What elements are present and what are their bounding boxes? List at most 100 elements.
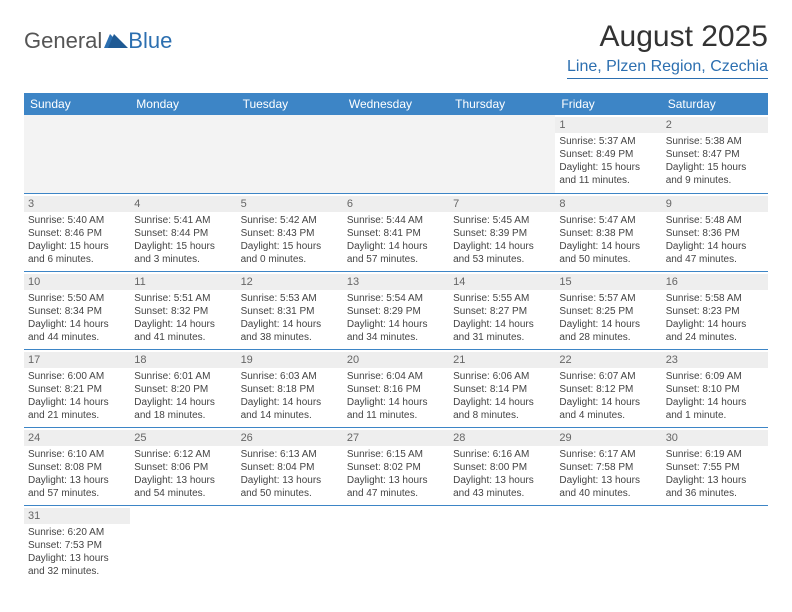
- calendar-cell: [555, 505, 661, 583]
- sunrise-text: Sunrise: 5:55 AM: [453, 292, 551, 305]
- daylight-text: Daylight: 15 hours and 3 minutes.: [134, 240, 232, 266]
- calendar-cell: 19Sunrise: 6:03 AMSunset: 8:18 PMDayligh…: [237, 349, 343, 427]
- sunset-text: Sunset: 8:12 PM: [559, 383, 657, 396]
- day-number: 7: [449, 196, 555, 212]
- day-number: 3: [24, 196, 130, 212]
- day-number: 21: [449, 352, 555, 368]
- day-number: 18: [130, 352, 236, 368]
- calendar-week-row: 17Sunrise: 6:00 AMSunset: 8:21 PMDayligh…: [24, 349, 768, 427]
- daylight-text: Daylight: 13 hours and 57 minutes.: [28, 474, 126, 500]
- sunset-text: Sunset: 8:38 PM: [559, 227, 657, 240]
- sunrise-text: Sunrise: 5:54 AM: [347, 292, 445, 305]
- calendar-cell: 31Sunrise: 6:20 AMSunset: 7:53 PMDayligh…: [24, 505, 130, 583]
- daylight-text: Daylight: 13 hours and 54 minutes.: [134, 474, 232, 500]
- daylight-text: Daylight: 14 hours and 8 minutes.: [453, 396, 551, 422]
- sunrise-text: Sunrise: 5:38 AM: [666, 135, 764, 148]
- calendar-cell: [130, 115, 236, 193]
- calendar-cell: 27Sunrise: 6:15 AMSunset: 8:02 PMDayligh…: [343, 427, 449, 505]
- day-number: 11: [130, 274, 236, 290]
- sunrise-text: Sunrise: 6:15 AM: [347, 448, 445, 461]
- sunset-text: Sunset: 8:16 PM: [347, 383, 445, 396]
- weekday-header: Saturday: [662, 93, 768, 115]
- calendar-cell: [343, 505, 449, 583]
- day-number: 26: [237, 430, 343, 446]
- calendar-cell: 1Sunrise: 5:37 AMSunset: 8:49 PMDaylight…: [555, 115, 661, 193]
- logo: General Blue: [24, 28, 172, 54]
- sunset-text: Sunset: 7:58 PM: [559, 461, 657, 474]
- daylight-text: Daylight: 15 hours and 6 minutes.: [28, 240, 126, 266]
- day-number: 23: [662, 352, 768, 368]
- day-number: 10: [24, 274, 130, 290]
- sunrise-text: Sunrise: 6:19 AM: [666, 448, 764, 461]
- day-number: 29: [555, 430, 661, 446]
- location-text: Line, Plzen Region, Czechia: [567, 58, 768, 79]
- sunset-text: Sunset: 8:36 PM: [666, 227, 764, 240]
- calendar-cell: 8Sunrise: 5:47 AMSunset: 8:38 PMDaylight…: [555, 193, 661, 271]
- weekday-header: Monday: [130, 93, 236, 115]
- daylight-text: Daylight: 14 hours and 34 minutes.: [347, 318, 445, 344]
- calendar-cell: 3Sunrise: 5:40 AMSunset: 8:46 PMDaylight…: [24, 193, 130, 271]
- sunset-text: Sunset: 8:49 PM: [559, 148, 657, 161]
- sunset-text: Sunset: 8:23 PM: [666, 305, 764, 318]
- sunset-text: Sunset: 8:41 PM: [347, 227, 445, 240]
- calendar-cell: 13 Sunrise: 5:54 AMSunset: 8:29 PMDayligh…: [343, 271, 449, 349]
- sunset-text: Sunset: 8:06 PM: [134, 461, 232, 474]
- calendar-cell: 20Sunrise: 6:04 AMSunset: 8:16 PMDayligh…: [343, 349, 449, 427]
- sunset-text: Sunset: 8:20 PM: [134, 383, 232, 396]
- sunset-text: Sunset: 8:02 PM: [347, 461, 445, 474]
- calendar-cell: 24Sunrise: 6:10 AMSunset: 8:08 PMDayligh…: [24, 427, 130, 505]
- logo-text-general: General: [24, 28, 102, 54]
- sunrise-text: Sunrise: 6:20 AM: [28, 526, 126, 539]
- calendar-cell: 17 Sunrise: 6:00 AMSunset: 8:21 PMDayligh…: [24, 349, 130, 427]
- weekday-header: Tuesday: [237, 93, 343, 115]
- sunrise-text: Sunrise: 6:00 AM: [28, 370, 126, 383]
- calendar-cell: 29Sunrise: 6:17 AMSunset: 7:58 PMDayligh…: [555, 427, 661, 505]
- day-number: 17: [24, 352, 130, 368]
- daylight-text: Daylight: 13 hours and 43 minutes.: [453, 474, 551, 500]
- sunset-text: Sunset: 7:55 PM: [666, 461, 764, 474]
- sunrise-text: Sunrise: 6:16 AM: [453, 448, 551, 461]
- calendar-table: Sunday Monday Tuesday Wednesday Thursday…: [24, 93, 768, 583]
- day-number: 8: [555, 196, 661, 212]
- sunset-text: Sunset: 8:29 PM: [347, 305, 445, 318]
- daylight-text: Daylight: 14 hours and 41 minutes.: [134, 318, 232, 344]
- day-number: 28: [449, 430, 555, 446]
- sunset-text: Sunset: 8:04 PM: [241, 461, 339, 474]
- daylight-text: Daylight: 14 hours and 4 minutes.: [559, 396, 657, 422]
- sunrise-text: Sunrise: 5:53 AM: [241, 292, 339, 305]
- calendar-cell: [343, 115, 449, 193]
- sunrise-text: Sunrise: 6:06 AM: [453, 370, 551, 383]
- weekday-header: Friday: [555, 93, 661, 115]
- daylight-text: Daylight: 14 hours and 21 minutes.: [28, 396, 126, 422]
- calendar-cell: 25Sunrise: 6:12 AMSunset: 8:06 PMDayligh…: [130, 427, 236, 505]
- month-title: August 2025: [567, 20, 768, 54]
- day-number: 19: [237, 352, 343, 368]
- sunrise-text: Sunrise: 5:44 AM: [347, 214, 445, 227]
- calendar-cell: 5Sunrise: 5:42 AMSunset: 8:43 PMDaylight…: [237, 193, 343, 271]
- sunrise-text: Sunrise: 5:45 AM: [453, 214, 551, 227]
- sunrise-text: Sunrise: 6:13 AM: [241, 448, 339, 461]
- day-number: 16: [662, 274, 768, 290]
- calendar-cell: [662, 505, 768, 583]
- calendar-cell: 6Sunrise: 5:44 AMSunset: 8:41 PMDaylight…: [343, 193, 449, 271]
- calendar-cell: 14Sunrise: 5:55 AMSunset: 8:27 PMDayligh…: [449, 271, 555, 349]
- calendar-week-row: 3Sunrise: 5:40 AMSunset: 8:46 PMDaylight…: [24, 193, 768, 271]
- calendar-cell: [24, 115, 130, 193]
- calendar-cell: 9Sunrise: 5:48 AMSunset: 8:36 PMDaylight…: [662, 193, 768, 271]
- daylight-text: Daylight: 13 hours and 40 minutes.: [559, 474, 657, 500]
- calendar-cell: 30Sunrise: 6:19 AMSunset: 7:55 PMDayligh…: [662, 427, 768, 505]
- sunset-text: Sunset: 8:21 PM: [28, 383, 126, 396]
- day-number: 31: [24, 508, 130, 524]
- sunrise-text: Sunrise: 6:10 AM: [28, 448, 126, 461]
- day-number: 24: [24, 430, 130, 446]
- day-number: 13: [343, 274, 449, 290]
- daylight-text: Daylight: 14 hours and 14 minutes.: [241, 396, 339, 422]
- sunrise-text: Sunrise: 5:37 AM: [559, 135, 657, 148]
- calendar-cell: [237, 505, 343, 583]
- sunrise-text: Sunrise: 5:42 AM: [241, 214, 339, 227]
- calendar-cell: [449, 115, 555, 193]
- calendar-cell: 26Sunrise: 6:13 AMSunset: 8:04 PMDayligh…: [237, 427, 343, 505]
- daylight-text: Daylight: 14 hours and 18 minutes.: [134, 396, 232, 422]
- day-number: 27: [343, 430, 449, 446]
- weekday-header-row: Sunday Monday Tuesday Wednesday Thursday…: [24, 93, 768, 115]
